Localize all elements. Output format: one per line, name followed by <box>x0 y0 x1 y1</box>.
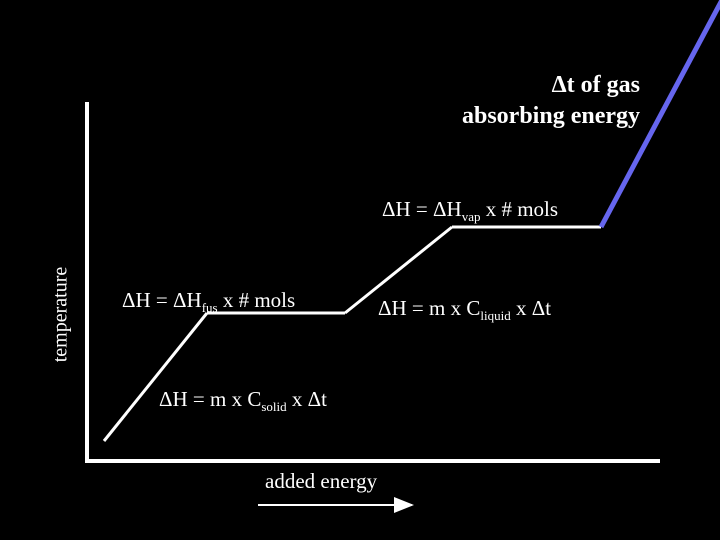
fusion-equation: ΔH = ΔHfus x # mols <box>122 288 296 315</box>
gas-label-line2: absorbing energy <box>461 102 640 129</box>
fusion-equation-suffix: x # mols <box>217 288 296 312</box>
solid-heating-segment <box>102 312 209 442</box>
liquid-equation-suffix: x Δt <box>510 296 552 320</box>
liquid-equation-subscript: liquid <box>480 308 511 323</box>
vaporization-equation-prefix: ΔH = ΔH <box>382 197 462 221</box>
solid-equation-subscript: solid <box>261 399 287 414</box>
vaporization-equation: ΔH = ΔHvap x # mols <box>382 197 559 224</box>
liquid-equation: ΔH = m x Cliquid x Δt <box>378 296 552 323</box>
gas-heating-segment <box>598 0 720 229</box>
vaporization-equation-suffix: x # mols <box>480 197 559 221</box>
liquid-equation-prefix: ΔH = m x C <box>378 296 481 320</box>
liquid-heating-segment <box>344 225 453 315</box>
x-axis-label: added energy <box>265 469 378 493</box>
gas-label-line1: Δt of gas <box>551 72 640 98</box>
solid-equation-suffix: x Δt <box>286 387 327 411</box>
gas-label: Δt of gas absorbing energy <box>462 70 640 131</box>
solid-equation: ΔH = m x Csolid x Δt <box>159 387 327 414</box>
solid-equation-prefix: ΔH = m x C <box>159 387 262 411</box>
vaporization-equation-subscript: vap <box>461 209 481 224</box>
fusion-equation-subscript: fus <box>201 300 218 315</box>
y-axis-label: temperature <box>49 266 72 363</box>
fusion-equation-prefix: ΔH = ΔH <box>122 288 202 312</box>
